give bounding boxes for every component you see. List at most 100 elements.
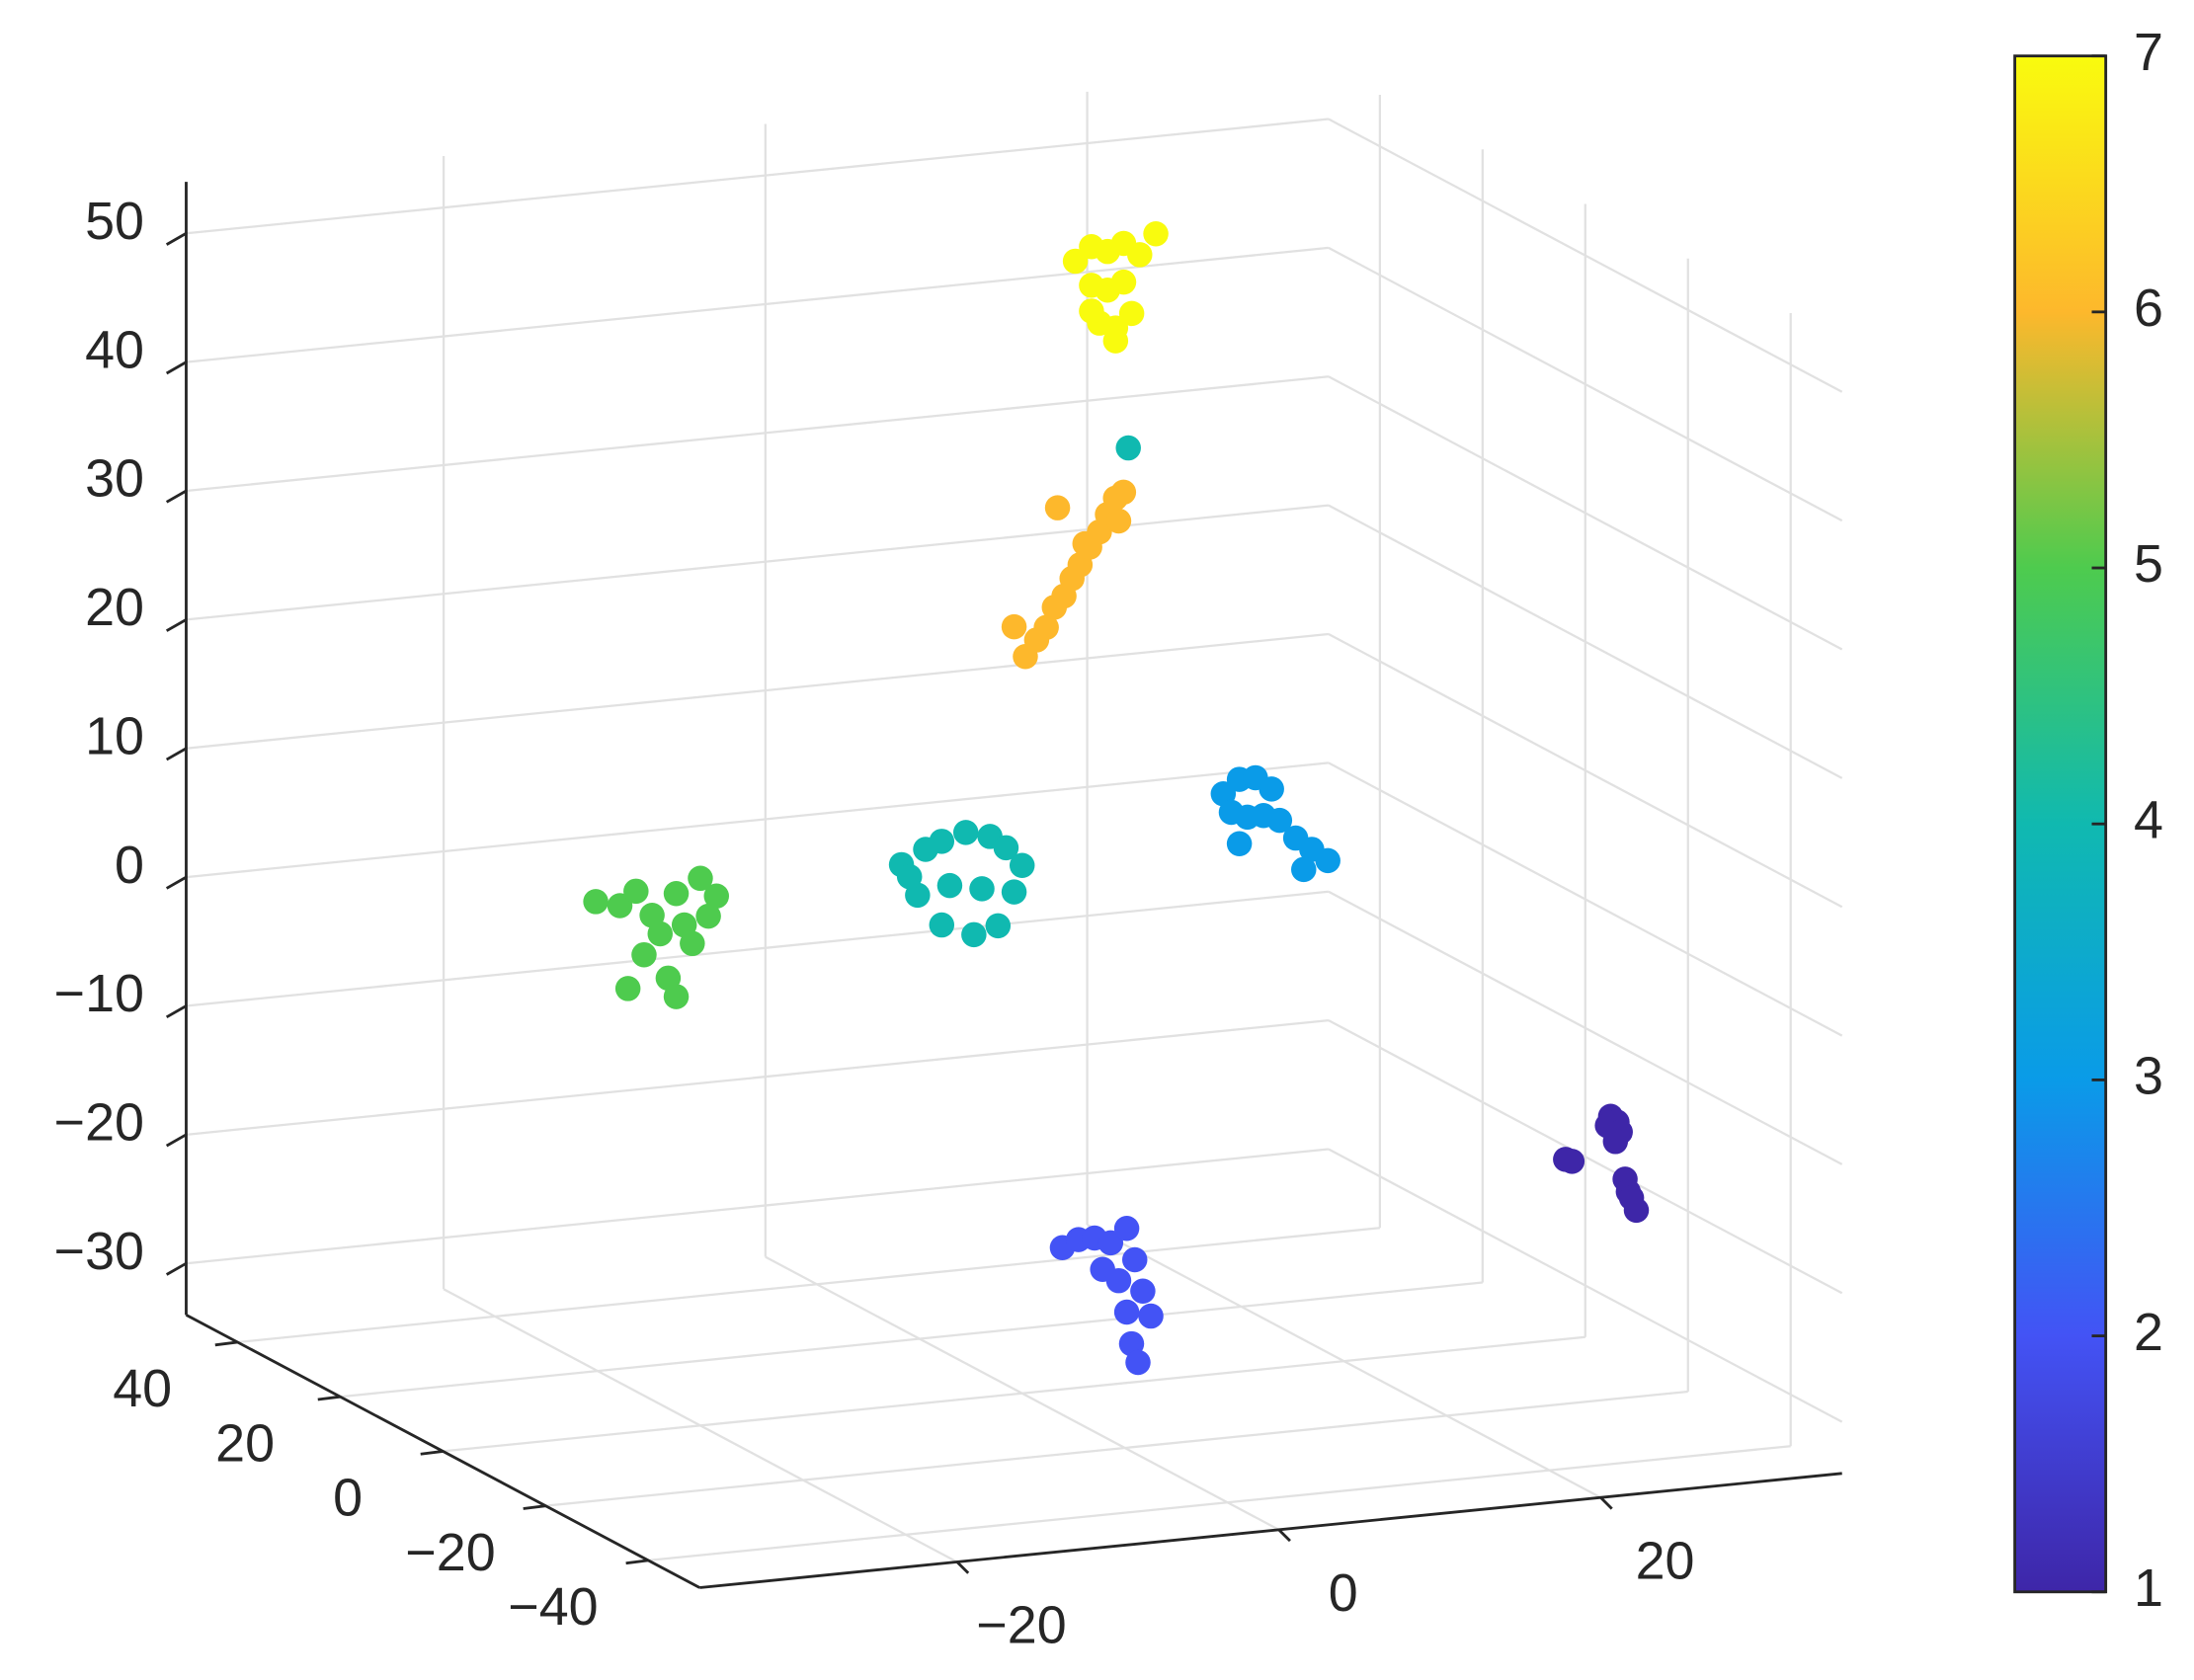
data-point: [985, 913, 1012, 939]
grid-line: [648, 1445, 1791, 1562]
z-tick-label: 10: [85, 706, 144, 765]
data-point: [1110, 479, 1137, 506]
data-point: [583, 889, 609, 915]
tick-mark: [165, 1133, 188, 1148]
data-point: [1602, 1129, 1629, 1155]
data-point: [1121, 1246, 1148, 1273]
y-tick-label: −40: [508, 1577, 598, 1637]
grid-line: [186, 890, 1330, 1007]
tick-mark: [420, 1450, 444, 1456]
z-tick-label: 30: [85, 449, 144, 509]
x-axis-line: [699, 1472, 1842, 1589]
data-point: [961, 921, 987, 948]
data-point: [1090, 1256, 1115, 1283]
grid-line: [186, 504, 1330, 621]
grid-line: [186, 1148, 1330, 1265]
data-point: [1001, 613, 1027, 640]
grid-line: [1328, 504, 1843, 779]
data-point: [1127, 242, 1153, 268]
data-point: [1033, 614, 1059, 640]
data-point: [1259, 776, 1284, 802]
tick-mark: [165, 232, 188, 246]
data-point: [1130, 1278, 1156, 1305]
data-point: [929, 829, 955, 854]
colorbar-tick-label: 7: [2134, 23, 2163, 82]
data-point: [1113, 1215, 1140, 1241]
tick-mark: [214, 1340, 238, 1347]
y-tick-label: −20: [405, 1523, 495, 1582]
data-point: [1105, 508, 1132, 534]
data-point: [1079, 298, 1104, 324]
grid-line: [186, 375, 1330, 493]
data-point: [688, 865, 713, 892]
data-point: [1315, 847, 1341, 874]
grid-line: [1328, 375, 1843, 651]
tick-mark: [165, 747, 188, 761]
colorbar-tick-label: 3: [2134, 1047, 2163, 1106]
grid-line: [1328, 246, 1843, 522]
grid-line: [186, 246, 1330, 363]
z-tick-label: 20: [85, 578, 144, 637]
data-point: [1118, 300, 1145, 327]
grid-line: [1328, 633, 1843, 909]
data-point: [1110, 269, 1137, 295]
data-point: [969, 876, 995, 902]
z-tick-label: −10: [54, 964, 144, 1023]
data-point: [1623, 1197, 1650, 1224]
tick-mark: [1599, 1496, 1613, 1510]
data-point: [1113, 1299, 1140, 1325]
grid-line: [186, 1018, 1330, 1136]
grid-line: [1328, 118, 1843, 393]
data-point: [663, 984, 690, 1009]
colorbar: [2013, 54, 2108, 1594]
data-point: [703, 883, 730, 909]
colorbar-tick-label: 5: [2134, 534, 2163, 594]
data-point: [1559, 1149, 1585, 1174]
x-tick-label: 20: [1636, 1531, 1695, 1590]
data-point: [1226, 831, 1253, 857]
y-tick-label: 20: [215, 1413, 275, 1473]
colorbar-tick-label: 4: [2134, 790, 2163, 849]
grid-line: [340, 1281, 1483, 1399]
grid-line: [545, 1390, 1688, 1507]
data-point: [680, 930, 705, 957]
data-point: [1044, 495, 1071, 520]
data-point: [695, 903, 721, 929]
colorbar-tick-label: 6: [2134, 279, 2163, 338]
grid-line: [186, 118, 1330, 235]
tick-mark: [165, 1261, 188, 1276]
data-point: [663, 881, 690, 907]
x-tick-label: 0: [1329, 1563, 1358, 1623]
tick-mark: [317, 1395, 341, 1401]
tick-mark: [1277, 1528, 1291, 1543]
data-point: [1138, 1303, 1164, 1329]
data-point: [1143, 220, 1169, 247]
tick-mark: [165, 360, 188, 375]
data-point: [647, 920, 674, 947]
data-point: [631, 941, 657, 968]
tick-mark: [955, 1560, 970, 1574]
grid-line: [1328, 1019, 1843, 1295]
data-point: [896, 863, 923, 890]
data-point: [1266, 807, 1293, 834]
grid-line: [237, 1227, 1380, 1344]
grid-line: [186, 632, 1330, 750]
data-point: [614, 976, 641, 1001]
data-point: [1001, 879, 1027, 905]
y-tick-label: 0: [333, 1469, 363, 1528]
grid-line: [1328, 890, 1843, 1165]
z-tick-label: 40: [85, 320, 144, 379]
data-point: [1102, 328, 1129, 354]
grid-line: [1328, 1148, 1843, 1423]
data-point: [607, 893, 633, 919]
data-point: [1062, 248, 1089, 275]
colorbar-tick-label: 2: [2134, 1303, 2163, 1362]
z-tick-label: 50: [85, 192, 144, 251]
data-point: [1125, 1349, 1151, 1376]
data-point: [1009, 852, 1035, 879]
grid-line: [443, 1335, 1585, 1453]
data-point: [929, 912, 955, 938]
data-point: [1115, 435, 1141, 461]
